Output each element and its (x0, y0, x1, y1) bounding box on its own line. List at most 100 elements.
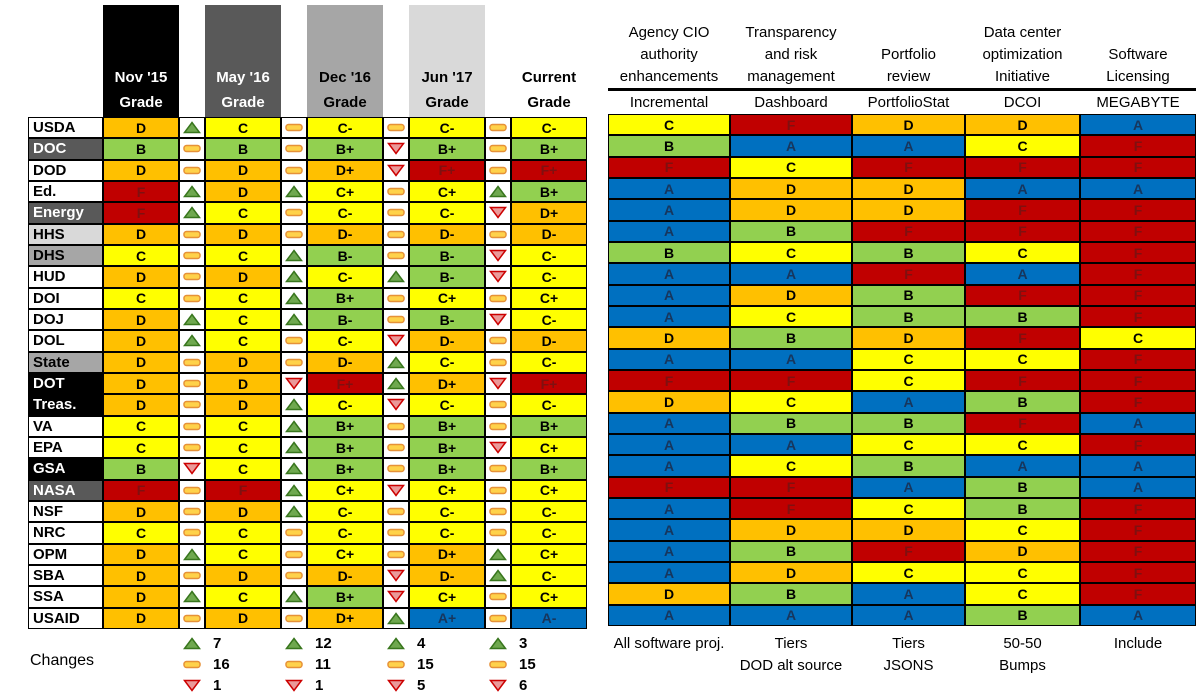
change-count: 12 (315, 635, 332, 652)
trend-cell (383, 138, 409, 160)
up-arrow-icon (285, 292, 303, 305)
grade-cell: F (103, 180, 179, 203)
down-change-icon-wrap (179, 679, 205, 692)
grade-cell: D- (409, 330, 485, 352)
score-cell: A (1080, 412, 1196, 434)
category-subheader: PortfolioStat (852, 88, 965, 114)
change-count-row: 11 (281, 654, 371, 675)
up-arrow-icon (285, 590, 303, 603)
score-cell: A (1080, 177, 1196, 200)
down-arrow-icon (489, 271, 507, 284)
table-row: HHS D D D- D- D- (28, 223, 587, 245)
grade-cell: B+ (511, 458, 587, 480)
grade-cell: D+ (307, 159, 383, 181)
grade-cell: C- (511, 351, 587, 373)
score-cell: A (730, 263, 852, 285)
category-subheader: Dashboard (730, 88, 852, 114)
change-count-row: 4 (383, 633, 473, 654)
score-cell: C (965, 519, 1080, 541)
flat-dash-icon (387, 251, 405, 260)
grade-cell: C- (511, 564, 587, 587)
category-footnote: Tiers JSONS (852, 633, 965, 677)
trend-cell (485, 564, 511, 587)
score-cell: A (965, 263, 1080, 285)
grade-cell: C- (511, 308, 587, 331)
score-cell: F (1080, 241, 1196, 264)
grade-cell: B+ (409, 415, 485, 437)
score-cell: A (730, 135, 852, 157)
score-cell: D (852, 199, 965, 221)
score-cell: F (965, 327, 1080, 349)
footnote-line: 50-50 (1003, 635, 1042, 652)
score-cell: C (608, 114, 730, 136)
flat-dash-icon (285, 660, 303, 669)
footnote-line: JSONS (883, 657, 934, 674)
category-subheader: DCOI (965, 88, 1080, 114)
up-arrow-icon (285, 185, 303, 198)
agency-label: SBA (28, 564, 103, 587)
score-cell: C (1080, 327, 1196, 349)
grade-period-header: Nov '15 Grade (103, 5, 179, 117)
up-change-icon-wrap (485, 637, 511, 650)
trend-cell (383, 458, 409, 480)
category-footnote: Tiers DOD alt source (730, 633, 852, 677)
grade-cell: C- (511, 244, 587, 267)
trend-cell (281, 159, 307, 181)
grades-table: Nov '15 Grade May '16 Grade Dec '16 Grade Jun … (28, 5, 587, 629)
change-count: 1 (315, 677, 324, 694)
flat-dash-icon (183, 273, 201, 281)
trend-cell (485, 159, 511, 181)
trend-cell (179, 607, 205, 629)
trend-cell (485, 500, 511, 523)
up-arrow-icon (183, 206, 201, 219)
score-cell: C (730, 305, 852, 328)
score-cell: C (852, 561, 965, 584)
score-cell: A (608, 177, 730, 200)
grade-sub-label: Grade (323, 94, 367, 111)
trend-cell (485, 458, 511, 480)
trend-cell (179, 223, 205, 245)
score-cell: D (730, 519, 852, 541)
change-count-row: 16 (179, 654, 269, 675)
grade-cell: C (103, 244, 179, 267)
up-arrow-icon (387, 356, 405, 369)
grade-cell: C+ (307, 180, 383, 203)
score-cell: F (1080, 220, 1196, 242)
grade-period-header: Jun '17 Grade (409, 5, 485, 117)
grade-cell: C- (307, 330, 383, 352)
trend-column-header (179, 5, 205, 117)
trend-cell (485, 394, 511, 416)
trend-cell (383, 564, 409, 587)
changes-group: 4 15 5 (383, 633, 473, 696)
grade-cell: A- (511, 607, 587, 629)
category-header-line: optimization (982, 46, 1063, 63)
flat-change-icon-wrap (383, 658, 409, 671)
trend-cell (281, 202, 307, 224)
trend-cell (179, 180, 205, 203)
trend-cell (179, 436, 205, 459)
grade-cell: D (205, 564, 281, 587)
flat-dash-icon (387, 209, 405, 217)
flat-dash-icon (489, 614, 507, 622)
score-cell: F (852, 220, 965, 242)
agency-label: NSF (28, 500, 103, 523)
changes-group: 12 11 1 (281, 633, 371, 696)
flat-change-icon-wrap (485, 658, 511, 671)
flat-dash-icon (285, 614, 303, 622)
trend-cell (383, 308, 409, 331)
grade-cell: C+ (409, 479, 485, 501)
score-cell: A (608, 220, 730, 242)
grade-cell: B+ (409, 436, 485, 459)
score-cell: F (1080, 433, 1196, 456)
up-arrow-icon (183, 121, 201, 134)
table-row: SSA D C B+ C+ C+ (28, 586, 587, 608)
trend-cell (281, 586, 307, 608)
grade-cell: C+ (307, 479, 383, 501)
up-change-icon-wrap (281, 637, 307, 650)
flat-dash-icon (387, 660, 405, 669)
trend-cell (485, 330, 511, 352)
change-count-row: 15 (485, 654, 575, 675)
flat-dash-icon (183, 422, 201, 430)
